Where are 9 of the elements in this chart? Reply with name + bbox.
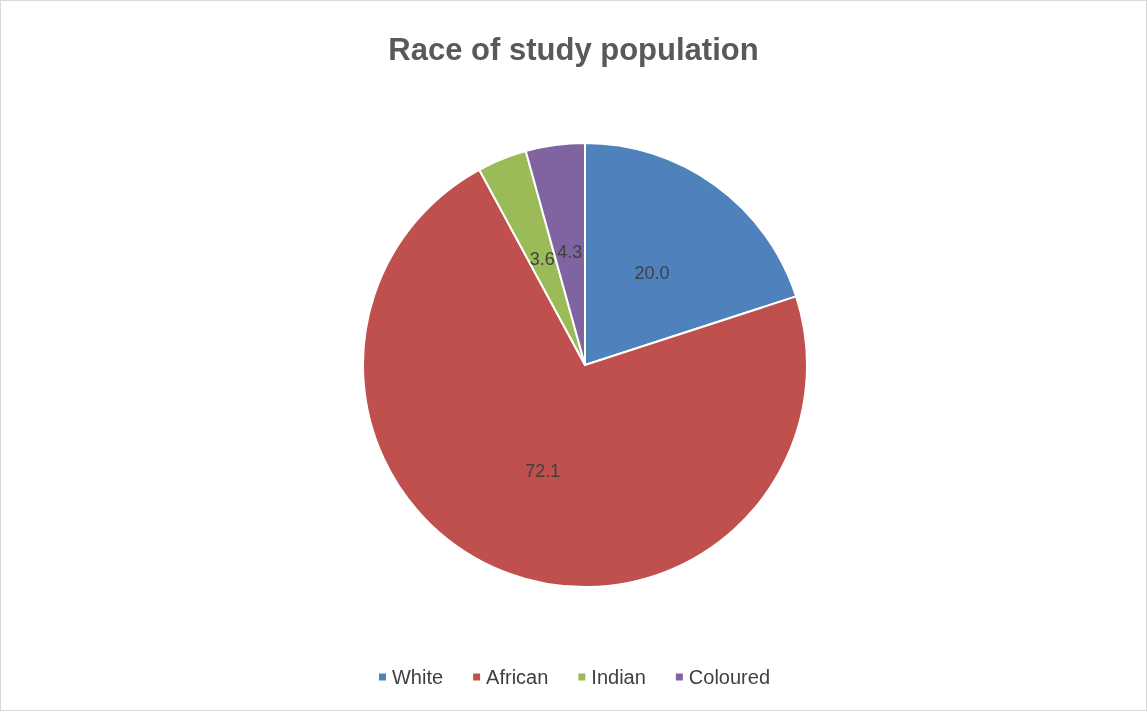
legend-label: White bbox=[391, 666, 444, 688]
legend-label: Coloured bbox=[688, 666, 771, 688]
legend-label: African bbox=[486, 666, 549, 688]
data-label: 3.6 bbox=[529, 249, 555, 270]
data-label: 20.0 bbox=[634, 262, 670, 283]
legend-label: Indian bbox=[591, 666, 646, 688]
chart-title: Race of study population bbox=[388, 32, 759, 67]
data-label: 4.3 bbox=[557, 242, 583, 263]
data-label: 72.1 bbox=[525, 460, 561, 481]
